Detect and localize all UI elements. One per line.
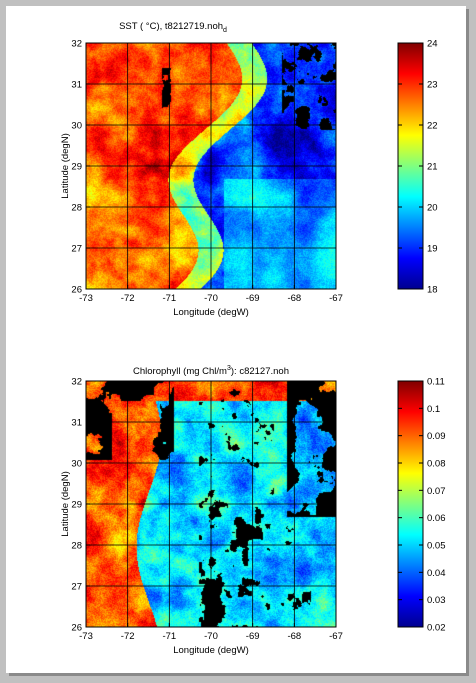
sst-y-tick-label: 27 [71, 244, 82, 255]
chlorophyll-colorbar-tick-label: 0.07 [427, 486, 446, 497]
chlorophyll-xlabel: Longitude (degW) [173, 645, 249, 656]
sst-ylabel: Latitude (degN) [60, 133, 71, 198]
chlorophyll-y-tick-label: 27 [71, 582, 82, 593]
sst-colorbar-tick-label: 24 [427, 39, 438, 50]
chlorophyll-colorbar-tick-label: 0.06 [427, 513, 446, 524]
chlorophyll-x-tick-label: -69 [246, 631, 260, 642]
sst-y-tick-label: 26 [71, 285, 82, 296]
sst-y-tick-label: 31 [71, 80, 82, 91]
chlorophyll-title: Chlorophyll (mg Chl/m3): c82127.noh [133, 365, 289, 377]
sst-x-ticks: -73 -72 -71 -70 -69 -68 -67 [79, 285, 343, 304]
figure: SST ( °C), t8212719.nohd -73 -72 -71 -70 -69… [60, 21, 446, 656]
chlorophyll-colorbar-tick-label: 0.08 [427, 459, 446, 470]
chlorophyll-x-tick-label: -68 [287, 631, 301, 642]
chlorophyll-x-tick-label: -72 [121, 631, 135, 642]
sst-x-tick-label: -71 [162, 293, 176, 304]
sst-x-tick-label: -67 [329, 293, 343, 304]
sst-y-tick-label: 29 [71, 162, 82, 173]
chlorophyll-y-tick-label: 26 [71, 623, 82, 634]
chlorophyll-colorbar-tick-label: 0.04 [427, 568, 446, 579]
sst-colorbar-ticks: 18 19 20 21 22 23 24 [398, 39, 438, 296]
chlorophyll-ylabel: Latitude (degN) [60, 471, 71, 536]
sst-x-tick-label: -72 [121, 293, 135, 304]
sst-colorbar-tick-label: 19 [427, 244, 438, 255]
chlorophyll-colorbar-tick-label: 0.02 [427, 623, 446, 634]
sst-colorbar-tick-label: 18 [427, 285, 438, 296]
chlorophyll-y-tick-label: 31 [71, 418, 82, 429]
sst-colorbar-tick-label: 23 [427, 80, 438, 91]
chlorophyll-grid [86, 381, 336, 627]
chlorophyll-x-tick-label: -73 [79, 631, 93, 642]
sst-x-tick-label: -69 [246, 293, 260, 304]
chlorophyll-colorbar-tick-label: 0.05 [427, 541, 446, 552]
chlorophyll-y-tick-label: 30 [71, 459, 82, 470]
sst-y-tick-label: 32 [71, 39, 82, 50]
chlorophyll-x-tick-label: -67 [329, 631, 343, 642]
sst-x-tick-label: -70 [204, 293, 218, 304]
sst-colorbar-tick-label: 22 [427, 121, 438, 132]
sst-grid [86, 43, 336, 289]
sst-colorbar-tick-label: 20 [427, 203, 438, 214]
figure-page: SST ( °C), t8212719.nohd -73 -72 -71 -70 -69… [6, 6, 466, 673]
chlorophyll-x-ticks: -73 -72 -71 -70 -69 -68 -67 [79, 623, 343, 642]
sst-colorbar-tick-label: 21 [427, 162, 438, 173]
sst-panel: SST ( °C), t8212719.nohd -73 -72 -71 -70 -69… [60, 21, 438, 318]
chlorophyll-colorbar-tick-label: 0.11 [427, 377, 445, 388]
sst-xlabel: Longitude (degW) [173, 307, 249, 318]
sst-title: SST ( °C), t8212719.nohd [119, 21, 227, 34]
chlorophyll-y-ticks: 26 27 28 29 30 31 32 [71, 377, 90, 634]
chlorophyll-colorbar-tick-label: 0.09 [427, 431, 446, 442]
sst-y-tick-label: 30 [71, 121, 82, 132]
sst-y-tick-label: 28 [71, 203, 82, 214]
chlorophyll-colorbar [397, 380, 424, 628]
chlorophyll-colorbar-ticks: 0.02 0.03 0.04 0.05 0.06 0.07 0.08 0.09 0.1 0.11 [398, 377, 446, 634]
sst-x-tick-label: -68 [287, 293, 301, 304]
chlorophyll-y-tick-label: 32 [71, 377, 82, 388]
chlorophyll-x-tick-label: -70 [204, 631, 218, 642]
chlorophyll-panel: Chlorophyll (mg Chl/m3): c82127.noh -73-… [60, 365, 446, 656]
chlorophyll-x-tick-label: -71 [162, 631, 176, 642]
sst-y-ticks: 26 27 28 29 30 31 32 [71, 39, 90, 296]
chlorophyll-y-tick-label: 28 [71, 541, 82, 552]
sst-x-tick-label: -73 [79, 293, 93, 304]
chlorophyll-colorbar-tick-label: 0.03 [427, 595, 446, 606]
chlorophyll-y-tick-label: 29 [71, 500, 82, 511]
chlorophyll-colorbar-tick-label: 0.1 [427, 404, 440, 415]
